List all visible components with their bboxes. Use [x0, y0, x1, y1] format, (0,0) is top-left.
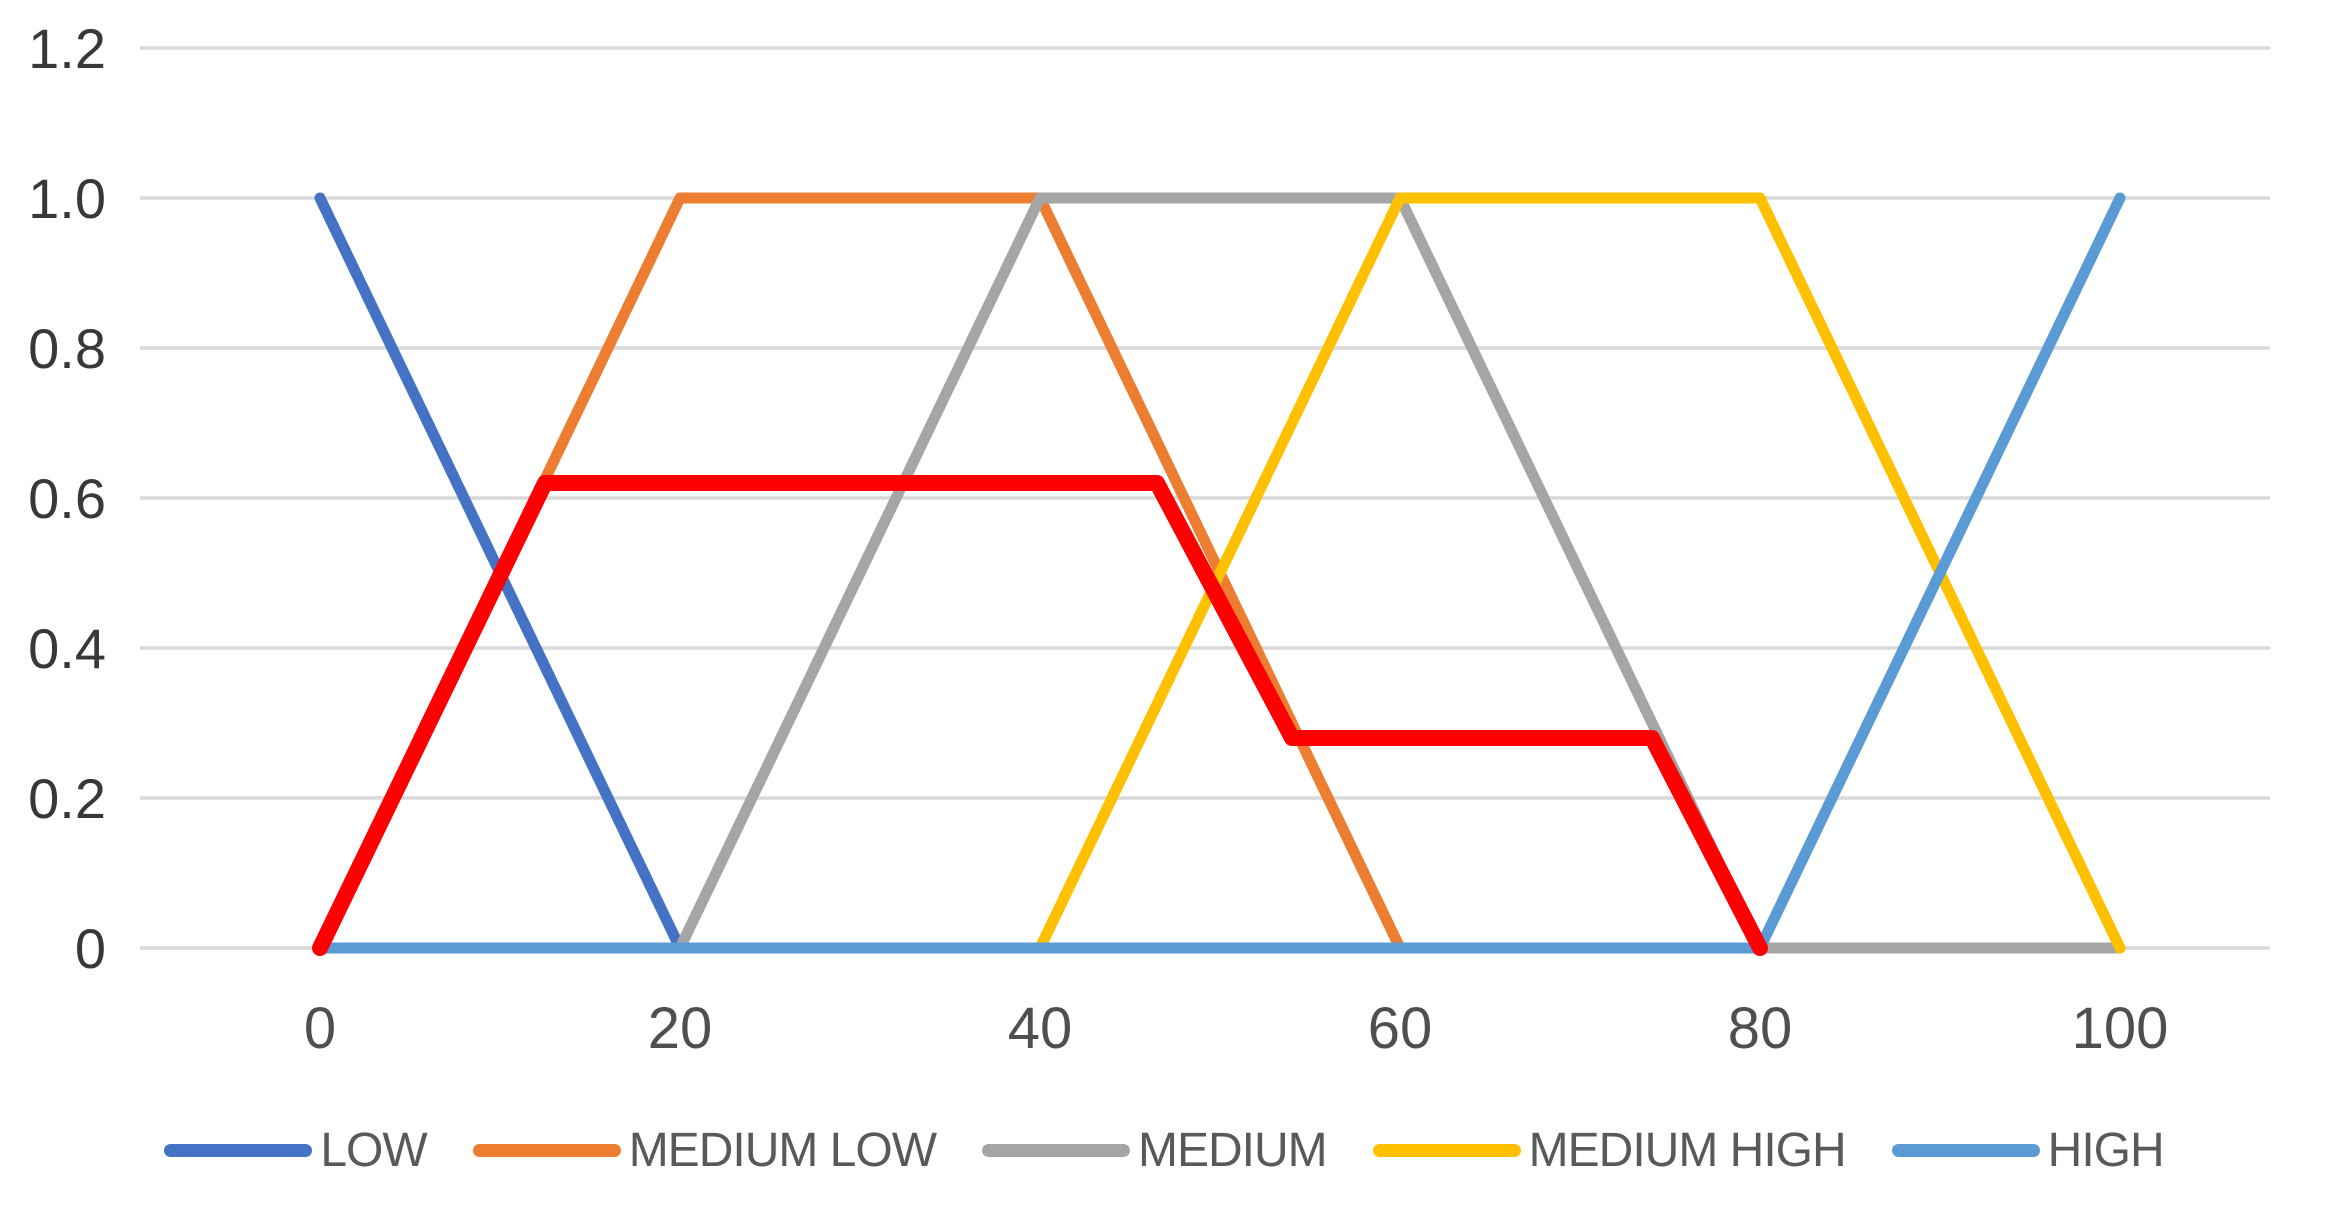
x-axis-tick-label: 60: [1368, 996, 1433, 1061]
chart-legend: LOW MEDIUM LOW MEDIUM MEDIUM HIGH HIGH: [0, 1123, 2328, 1178]
legend-item-medium-low: MEDIUM LOW: [472, 1123, 937, 1178]
y-axis-tick-label: 1.2: [28, 17, 106, 80]
series-line-medium-high: [314, 192, 2126, 954]
legend-marker-medium-high: [1372, 1144, 1521, 1157]
y-axis-tick-label: 0: [75, 917, 106, 980]
x-axis-tick-label: 100: [2072, 996, 2169, 1061]
legend-label: LOW: [320, 1124, 427, 1177]
legend-label: HIGH: [2047, 1124, 2165, 1177]
legend-label: MEDIUM LOW: [628, 1124, 937, 1177]
y-axis-tick-label: 0.4: [28, 617, 106, 680]
legend-marker-low: [164, 1144, 313, 1157]
legend-marker-high: [1891, 1144, 2040, 1157]
legend-label: MEDIUM: [1138, 1124, 1328, 1177]
x-axis-tick-label: 0: [304, 996, 336, 1061]
legend-item-medium: MEDIUM: [982, 1123, 1328, 1178]
legend-item-low: LOW: [164, 1123, 428, 1178]
y-axis-tick-label: 0.2: [28, 767, 106, 830]
legend-marker-medium: [982, 1144, 1131, 1157]
legend-item-medium-high: MEDIUM HIGH: [1372, 1123, 1847, 1178]
legend-item-high: HIGH: [1891, 1123, 2165, 1178]
plot-area: 0 0.2 0.4 0.6 0.8 1.0 1.2 0 20 40 60 80 100: [28, 17, 2270, 1061]
legend-marker-medium-low: [472, 1144, 621, 1157]
series-line-output: [312, 475, 1768, 956]
legend-label: MEDIUM HIGH: [1528, 1124, 1847, 1177]
x-axis-tick-label: 80: [1728, 996, 1793, 1061]
y-axis-tick-label: 0.8: [28, 317, 106, 380]
x-axis-tick-label: 40: [1008, 996, 1073, 1061]
y-axis-tick-label: 0.6: [28, 467, 106, 530]
x-axis-tick-label: 20: [648, 996, 713, 1061]
y-axis-tick-label: 1.0: [28, 167, 106, 230]
